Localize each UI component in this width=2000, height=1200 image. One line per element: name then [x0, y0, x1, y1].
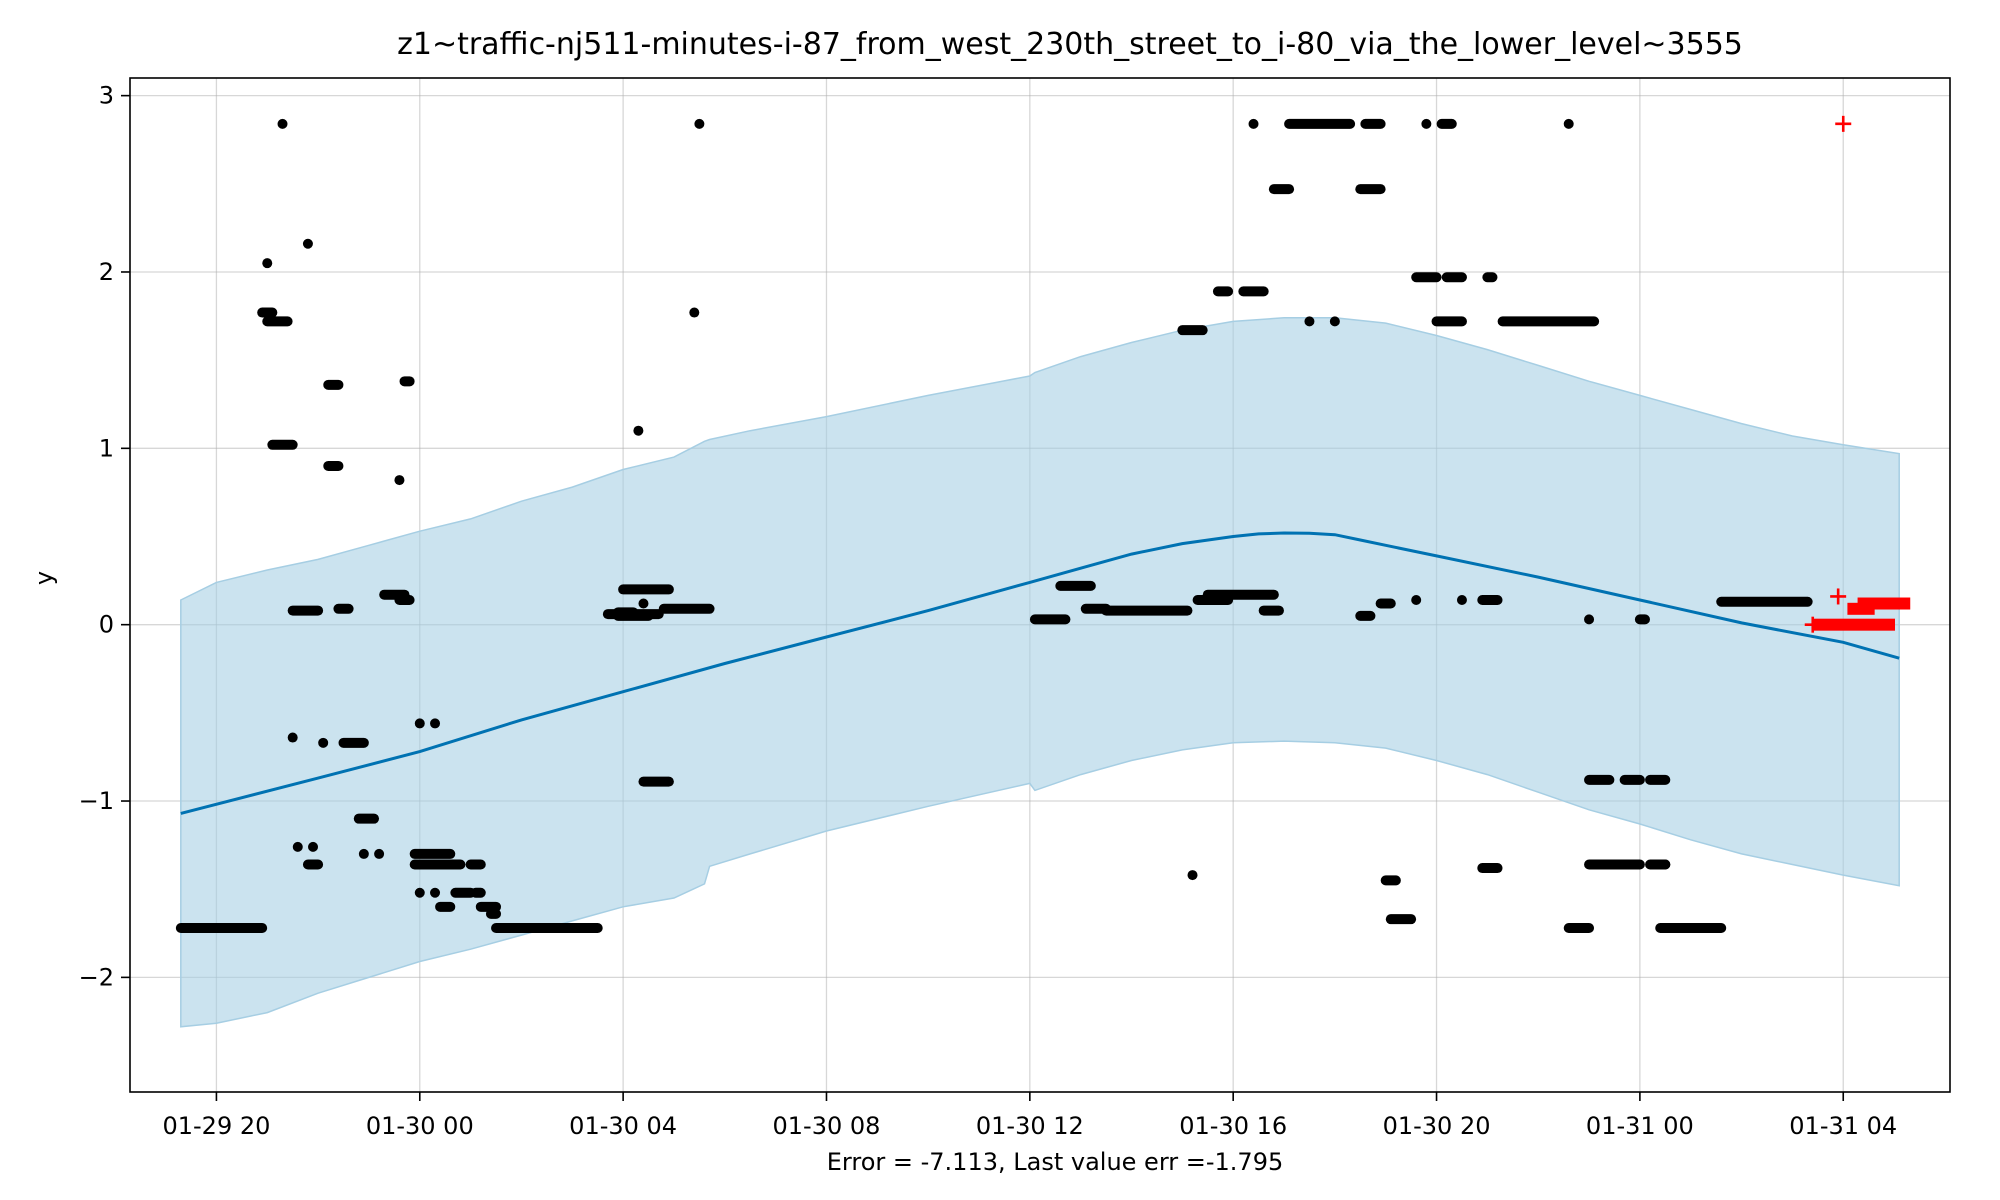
- x-axis-label: Error = -7.113, Last value err =-1.795: [827, 1148, 1283, 1176]
- y-tick-label: 3: [99, 82, 114, 110]
- observed-point: [414, 718, 425, 729]
- observed-point: [292, 841, 303, 852]
- observed-point: [694, 118, 705, 129]
- y-axis-ticks: −2 −1 0 1 2 3: [79, 82, 130, 991]
- observed-point: [1411, 594, 1422, 605]
- x-axis-ticks: 01-29 20 01-30 00 01-30 04 01-30 08 01-30 12…: [162, 1092, 1897, 1140]
- x-tick-label: 01-31 04: [1789, 1112, 1897, 1140]
- x-tick-label: 01-30 00: [366, 1112, 474, 1140]
- observed-point: [1584, 614, 1595, 625]
- observed-point: [1304, 316, 1315, 327]
- test-points: [1804, 115, 1911, 633]
- y-axis-label: y: [30, 571, 58, 585]
- observed-point: [1421, 118, 1432, 129]
- observed-point: [1187, 870, 1198, 881]
- observed-point: [374, 848, 385, 859]
- observed-point: [430, 887, 441, 898]
- observed-point: [302, 238, 313, 249]
- chart-title: z1~traffic-nj511-minutes-i-87_from_west_…: [397, 27, 1743, 62]
- observed-point: [633, 425, 644, 436]
- test-run: [1811, 618, 1895, 631]
- x-tick-label: 01-31 00: [1586, 1112, 1694, 1140]
- y-tick-label: 2: [99, 258, 114, 286]
- observed-point: [394, 475, 405, 486]
- observed-point: [638, 598, 649, 609]
- observed-point: [277, 118, 288, 129]
- observed-point: [318, 737, 329, 748]
- test-point: [1835, 115, 1852, 132]
- x-tick-label: 01-30 20: [1383, 1112, 1491, 1140]
- plot-frame: [129, 77, 1951, 1093]
- test-run: [1857, 597, 1911, 610]
- x-tick-label: 01-30 16: [1179, 1112, 1287, 1140]
- x-tick-label: 01-30 04: [569, 1112, 677, 1140]
- test-point: [1830, 588, 1847, 605]
- x-tick-label: 01-29 20: [162, 1112, 270, 1140]
- observed-point: [1248, 118, 1259, 129]
- observed-point: [689, 307, 700, 318]
- x-tick-label: 01-30 12: [976, 1112, 1084, 1140]
- observed-point: [1563, 118, 1574, 129]
- observed-point: [1329, 316, 1340, 327]
- observed-point: [430, 718, 441, 729]
- y-tick-label: −1: [79, 787, 114, 815]
- observed-point: [308, 841, 319, 852]
- confidence-band: [180, 317, 1900, 1028]
- y-tick-label: −2: [79, 963, 114, 991]
- observed-point: [414, 887, 425, 898]
- x-tick-label: 01-30 08: [773, 1112, 881, 1140]
- observed-point: [262, 258, 273, 269]
- y-tick-label: 1: [99, 434, 114, 462]
- observed-point: [1456, 594, 1467, 605]
- observed-point: [358, 848, 369, 859]
- y-tick-label: 0: [99, 611, 114, 639]
- observed-point: [287, 732, 298, 743]
- forecast-line: [180, 531, 1900, 815]
- observed-points: [175, 118, 1813, 933]
